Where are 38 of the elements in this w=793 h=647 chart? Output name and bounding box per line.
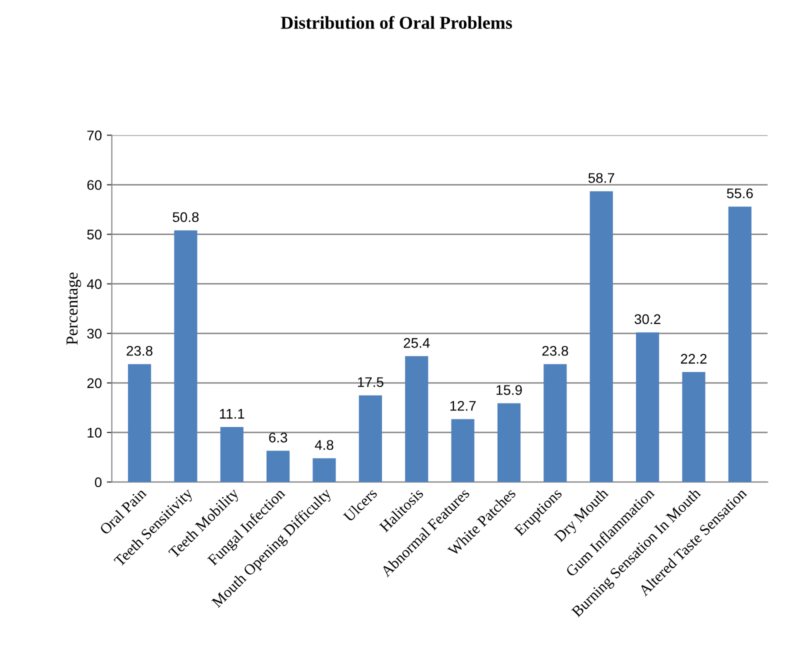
data-label: 6.3 (269, 432, 288, 443)
y-tick-label: 30 (87, 328, 102, 339)
bar (128, 364, 152, 482)
data-label: 11.1 (220, 409, 244, 419)
data-label: 22.2 (680, 354, 707, 364)
bar (728, 206, 752, 482)
data-label: 4.8 (314, 440, 334, 450)
y-axis-title: Percentage (66, 272, 82, 345)
data-label: 17.5 (358, 377, 384, 388)
data-label: 23.8 (126, 346, 152, 356)
bar (220, 427, 244, 482)
data-label: 58.7 (588, 173, 614, 183)
bar (312, 458, 336, 482)
bar (682, 372, 706, 482)
chart-title: Distribution of Oral Problems (280, 16, 512, 29)
y-tick-label: 60 (87, 180, 102, 190)
bar (358, 395, 382, 482)
data-label: 15.9 (496, 385, 522, 395)
data-label: 12.7 (450, 400, 476, 411)
y-tick-label: 0 (94, 477, 102, 488)
data-label: 25.4 (404, 338, 430, 348)
data-label: 55.6 (726, 188, 753, 198)
y-tick-label: 10 (88, 428, 102, 438)
data-label: 23.8 (542, 346, 568, 356)
y-tick-label: 50 (87, 230, 102, 240)
bar (497, 403, 521, 482)
y-tick-label: 40 (86, 279, 102, 290)
data-label: 50.8 (172, 212, 199, 222)
y-tick-label: 70 (87, 130, 102, 140)
bar (590, 191, 613, 482)
bar (266, 450, 290, 482)
bar (174, 230, 198, 482)
bar (544, 364, 567, 482)
y-tick-label: 20 (87, 378, 102, 388)
data-label: 30.2 (634, 314, 660, 324)
bar (636, 332, 660, 482)
bar (451, 419, 474, 482)
bar (405, 356, 428, 482)
